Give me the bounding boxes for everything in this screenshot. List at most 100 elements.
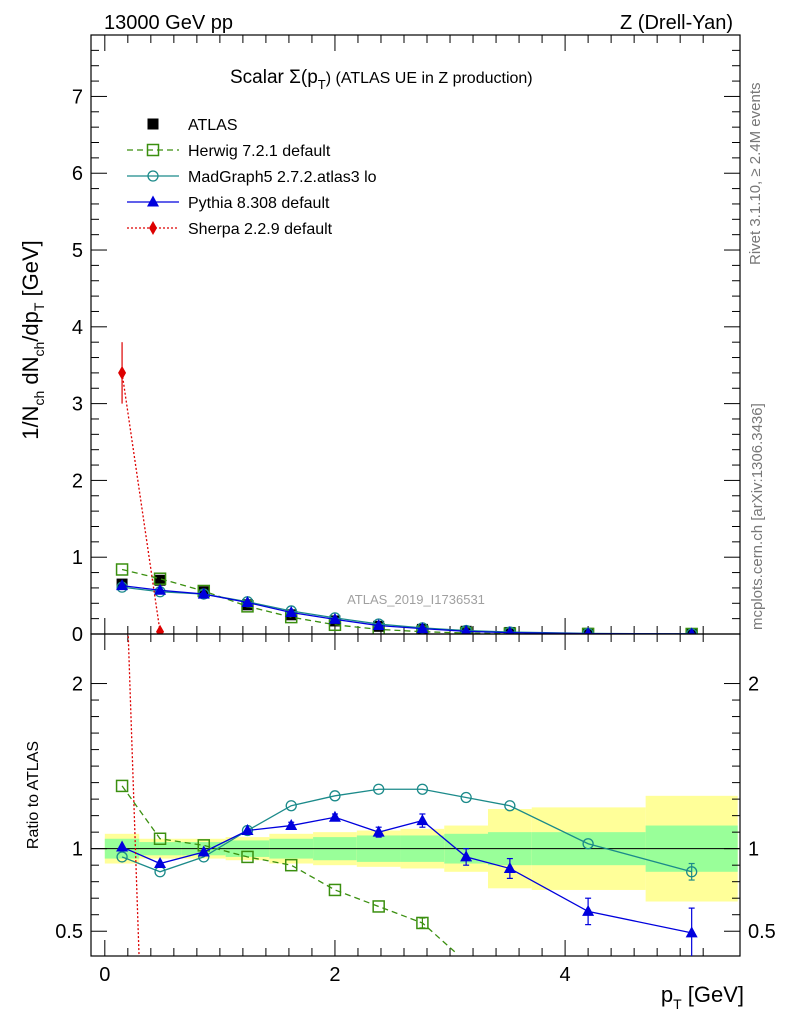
ratio-y-tick-label: 2	[72, 674, 83, 696]
x-tick-label: 4	[560, 964, 571, 986]
x-axis-label: pT [GeV]	[661, 982, 744, 1012]
pythia-8-308-default-ratio-line	[121, 816, 692, 934]
svg-text:Scalar Σ(pT) (ATLAS UE in Z p: Scalar Σ(pT) (ATLAS UE in Z production)	[230, 67, 533, 92]
herwig-7-2-1-default-line	[121, 568, 692, 634]
pythia-8-308-default-point	[154, 583, 167, 595]
pythia-8-308-default-point	[285, 605, 298, 617]
pythia-8-308-default-ratio-point	[372, 825, 385, 837]
y-tick-label: 4	[72, 317, 83, 339]
ratio-ylabel: Ratio to ATLAS	[25, 741, 42, 849]
ratio-y-tick-label: 1	[72, 839, 83, 861]
legend-label-herwig-7-2-1-default: Herwig 7.2.1 default	[188, 143, 331, 160]
pythia-8-308-default-ratio-point	[154, 857, 167, 869]
legend-marker-atlas	[147, 118, 159, 130]
main-series	[115, 342, 698, 634]
y-tick-label: 2	[72, 470, 83, 492]
title-main: Scalar Σ(p	[230, 67, 318, 88]
pythia-8-308-default-ratio-point	[685, 926, 698, 938]
legend-label-pythia-8-308-default: Pythia 8.308 default	[188, 195, 330, 212]
y-tick-label: 0	[72, 624, 83, 646]
herwig-7-2-1-default-ratio-point	[328, 883, 342, 897]
main-panel: 0 1 2 3 4 5 6 7	[72, 34, 741, 646]
y-tick-label: 5	[72, 240, 83, 262]
herwig-7-2-1-default-ratio-point	[372, 900, 385, 913]
ratio-y-tick-label: 0.5	[55, 921, 83, 943]
pythia-8-308-default-ratio-point	[503, 861, 516, 873]
madgraph5-2-7-2-atlas3-lo-ratio-point	[582, 838, 594, 850]
x-tick-label: 2	[329, 964, 340, 986]
pythia-8-308-default-ratio-point	[197, 845, 210, 857]
herwig-7-2-1-default-ratio-point	[284, 858, 298, 872]
sherpa-2-2-9-default-line	[121, 372, 161, 632]
y-tick-label: 3	[72, 394, 83, 416]
main-title: Scalar Σ(pT) (ATLAS UE in Z production)	[230, 67, 533, 92]
madgraph5-2-7-2-atlas3-lo-ratio-line	[121, 788, 692, 873]
madgraph5-2-7-2-atlas3-lo-ratio-point	[373, 783, 385, 795]
herwig-7-2-1-default-ratio-point	[115, 779, 129, 793]
ratio-panel: 0 2 4 0.5 0.5 1 1 2 2	[55, 633, 776, 986]
title-sub: T	[318, 77, 326, 92]
xlabel-tail: [GeV]	[682, 982, 744, 1007]
legend-label-madgraph5-2-7-2-atlas3-lo: MadGraph5 2.7.2.atlas3 lo	[188, 169, 377, 186]
madgraph5-2-7-2-atlas3-lo-ratio-point	[416, 783, 429, 795]
madgraph5-2-7-2-atlas3-lo-ratio-point	[329, 790, 341, 802]
madgraph5-2-7-2-atlas3-lo-ratio-point	[116, 851, 128, 863]
legend-marker-pythia-8-308-default	[147, 195, 159, 207]
herwig-7-2-1-default-ratio-line	[121, 785, 457, 954]
legend: ATLAS Herwig 7.2.1 default MadGraph5 2.7.2…	[127, 117, 377, 238]
y-tick-label: 6	[72, 163, 83, 185]
herwig-7-2-1-default-ratio-point	[153, 832, 167, 846]
sherpa-2-2-9-default-ratio-line	[127, 634, 140, 956]
pythia-8-308-default-ratio-point	[241, 824, 254, 836]
pythia-8-308-default-point	[372, 619, 385, 631]
pythia-8-308-default-point	[116, 579, 129, 591]
pythia-8-308-default-point	[197, 587, 210, 599]
pythia-8-308-default-line	[121, 584, 692, 634]
header-left: 13000 GeV pp	[104, 12, 233, 34]
rivet-label: Rivet 3.1.10, ≥ 2.4M events	[747, 83, 764, 266]
svg-text:pT [GeV]: pT [GeV]	[661, 982, 744, 1012]
legend-marker-madgraph5-2-7-2-atlas3-lo	[147, 170, 159, 182]
main-ylabel: 1/Nch dNch/dpT [GeV]	[18, 240, 47, 440]
pythia-8-308-default-ratio-point	[460, 850, 473, 862]
title-tail: ) (ATLAS UE in Z production)	[326, 70, 533, 87]
pythia-8-308-default-point	[688, 627, 696, 634]
pythia-8-308-default-ratio-point	[285, 819, 298, 831]
pythia-8-308-default-point	[461, 624, 472, 634]
herwig-7-2-1-default-ratio-point	[416, 916, 429, 930]
pythia-8-308-default-ratio-point	[116, 840, 129, 852]
herwig-7-2-1-default-ratio-point	[241, 850, 254, 864]
pythia-8-308-default-point	[416, 622, 429, 634]
legend-marker-herwig-7-2-1-default	[146, 143, 160, 157]
ratio-y-tick-label: 0.5	[748, 921, 776, 943]
xlabel-sub: T	[673, 996, 682, 1012]
herwig-7-2-1-default-point	[115, 563, 129, 576]
y-tick-label: 7	[72, 86, 83, 108]
ratio-series	[115, 634, 698, 956]
analysis-watermark: ATLAS_2019_I1736531	[347, 592, 485, 607]
pythia-8-308-default-ratio-point	[582, 904, 595, 916]
madgraph5-2-7-2-atlas3-lo-ratio-point	[686, 866, 698, 878]
madgraph5-2-7-2-atlas3-lo-ratio-point	[460, 791, 472, 804]
pythia-8-308-default-ratio-point	[416, 814, 429, 826]
legend-label-sherpa-2-2-9-default: Sherpa 2.2.9 default	[188, 221, 333, 238]
ratio-y-tick-label: 1	[748, 839, 759, 861]
svg-text:1/Nch dNch/dpT [GeV]: 1/Nch dNch/dpT [GeV]	[18, 240, 47, 440]
pythia-8-308-default-point	[584, 627, 592, 634]
xlabel-main: p	[661, 982, 673, 1007]
ratio-y-tick-label: 2	[748, 674, 759, 696]
legend-marker-sherpa-2-2-9-default	[149, 221, 157, 235]
sherpa-2-2-9-default-point	[118, 365, 127, 380]
madgraph5-2-7-2-atlas3-lo-ratio-point	[504, 800, 516, 812]
pythia-8-308-default-ratio-point	[328, 810, 341, 822]
pythia-8-308-default-point	[328, 612, 341, 624]
y-tick-label: 1	[72, 547, 83, 569]
pythia-8-308-default-point	[505, 626, 515, 634]
mcplots-label: mcplots.cern.ch [arXiv:1306.3436]	[749, 403, 766, 630]
ratio-frame	[90, 633, 741, 957]
pythia-8-308-default-point	[241, 596, 254, 608]
legend-label-atlas: ATLAS	[188, 117, 238, 134]
header-right: Z (Drell-Yan)	[620, 12, 733, 34]
madgraph5-2-7-2-atlas3-lo-ratio-point	[285, 800, 297, 812]
